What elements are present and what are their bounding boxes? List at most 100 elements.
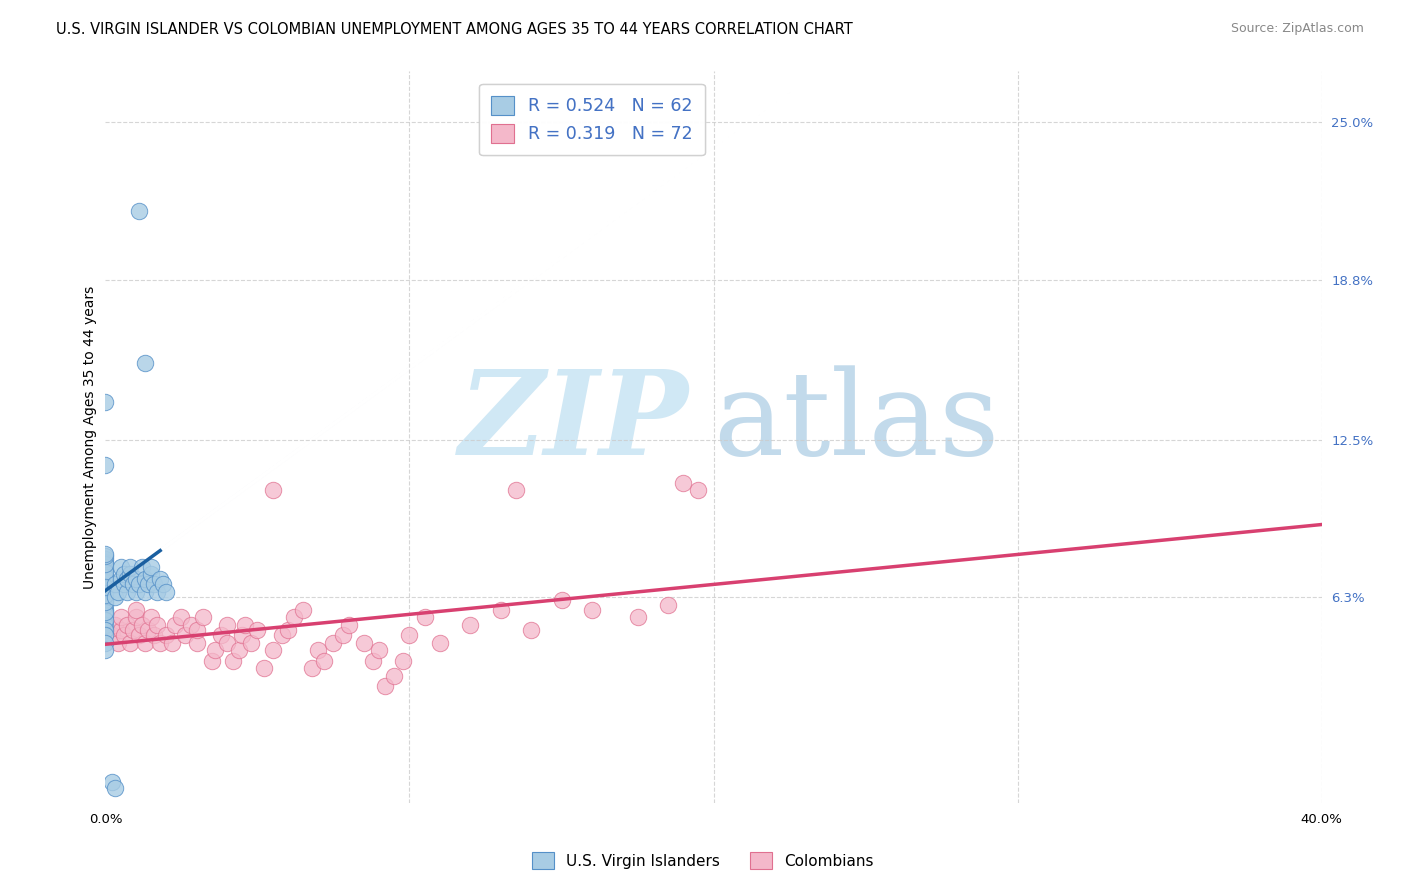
Point [100,775,122,789]
Point [374,679,396,693]
Point [94,598,117,612]
Point [246,623,269,637]
Point [505,483,527,498]
Point [94,623,117,637]
Point [94,567,117,582]
Point [107,585,129,599]
Text: ZIP: ZIP [460,365,689,480]
Point [94,603,117,617]
Point [128,204,150,219]
Point [94,628,117,642]
Point [118,559,141,574]
Point [103,780,125,795]
Point [134,572,156,586]
Point [283,610,305,624]
Point [125,610,148,624]
Point [94,549,117,564]
Point [131,559,153,574]
Point [581,603,603,617]
Point [353,636,375,650]
Point [94,559,117,574]
Point [307,643,329,657]
Point [94,590,117,604]
Point [94,592,117,607]
Point [112,628,135,642]
Point [139,559,162,574]
Point [94,585,117,599]
Point [94,580,117,594]
Point [413,610,436,624]
Point [94,588,117,602]
Point [398,628,420,642]
Point [429,636,451,650]
Point [217,618,239,632]
Point [94,636,117,650]
Point [149,636,172,650]
Point [110,623,132,637]
Point [458,618,481,632]
Point [231,628,253,642]
Point [277,623,299,637]
Point [134,585,156,599]
Point [118,636,141,650]
Point [204,643,226,657]
Point [100,628,122,642]
Point [270,628,292,642]
Point [143,628,166,642]
Point [155,628,177,642]
Point [121,623,143,637]
Point [121,577,143,591]
Point [165,618,187,632]
Point [94,562,117,576]
Text: Source: ZipAtlas.com: Source: ZipAtlas.com [1230,22,1364,36]
Point [162,636,184,650]
Point [103,618,125,632]
Point [201,654,224,668]
Point [146,618,169,632]
Point [94,565,117,579]
Point [110,572,132,586]
Point [115,572,138,586]
Point [688,483,710,498]
Point [107,636,129,650]
Point [112,577,135,591]
Point [128,628,150,642]
Point [262,483,284,498]
Point [233,618,256,632]
Point [217,636,239,650]
Text: atlas: atlas [713,365,1000,480]
Point [94,643,117,657]
Point [110,610,132,624]
Point [136,577,159,591]
Point [222,654,245,668]
Point [94,623,117,637]
Point [134,636,156,650]
Point [626,610,648,624]
Point [94,557,117,571]
Point [209,628,232,642]
Point [191,610,214,624]
Point [337,618,360,632]
Y-axis label: Unemployment Among Ages 35 to 44 years: Unemployment Among Ages 35 to 44 years [83,285,97,589]
Point [520,623,543,637]
Point [94,458,117,472]
Point [262,643,284,657]
Point [152,577,174,591]
Point [143,577,166,591]
Point [240,636,263,650]
Point [173,628,195,642]
Point [322,636,344,650]
Point [489,603,512,617]
Legend: R = 0.524   N = 62, R = 0.319   N = 72: R = 0.524 N = 62, R = 0.319 N = 72 [479,84,704,155]
Point [94,613,117,627]
Point [125,585,148,599]
Point [136,623,159,637]
Point [125,603,148,617]
Point [139,610,162,624]
Point [252,661,274,675]
Point [550,592,572,607]
Point [115,585,138,599]
Point [94,595,117,609]
Legend: U.S. Virgin Islanders, Colombians: U.S. Virgin Islanders, Colombians [526,846,880,875]
Point [115,618,138,632]
